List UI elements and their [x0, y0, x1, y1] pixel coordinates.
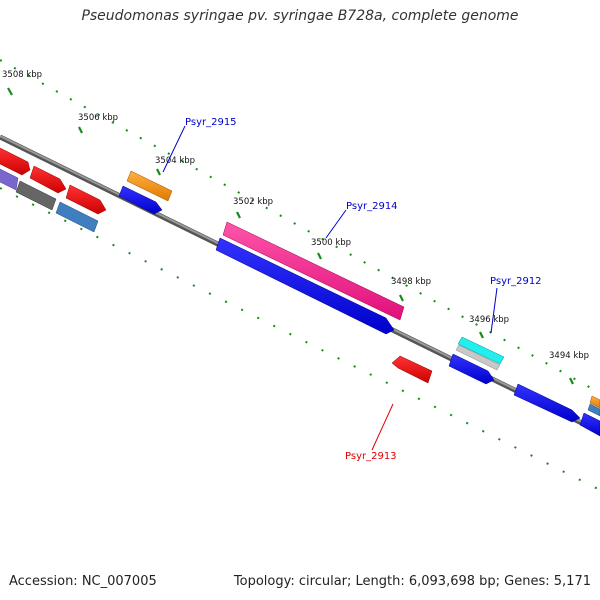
accession-text: Accession: NC_007005: [9, 574, 157, 589]
genome-summary-text: Topology: circular; Length: 6,093,698 bp…: [233, 574, 591, 589]
tick-label-3508: 3508 kbp: [2, 70, 42, 80]
gene-orange-right-edge[interactable]: [589, 395, 600, 409]
inner-tick-track: [0, 187, 600, 491]
gene-red-left-3[interactable]: [65, 184, 107, 215]
tick-label-3504: 3504 kbp: [155, 156, 195, 166]
gene-silver-under-2912[interactable]: [455, 344, 501, 371]
leader-psyr-2915: [162, 125, 186, 173]
gene-psyr-2914[interactable]: [222, 221, 405, 321]
gene-red-left-2[interactable]: [29, 165, 67, 194]
gene-blue-under-2915[interactable]: [118, 185, 163, 215]
gene-blue-right-edge[interactable]: [579, 412, 600, 437]
tick-label-3502: 3502 kbp: [233, 197, 273, 207]
gene-purple-left[interactable]: [0, 168, 19, 191]
major-ticks: [7, 87, 574, 385]
gene-steel-right-edge[interactable]: [587, 403, 600, 417]
tick-label-3506: 3506 kbp: [78, 113, 118, 123]
tick-label-3496: 3496 kbp: [469, 315, 509, 325]
gene-psyr-2915[interactable]: [126, 170, 173, 202]
gene-steel-left[interactable]: [55, 201, 99, 233]
tick-label-3500: 3500 kbp: [311, 238, 351, 248]
leader-psyr-2913: [371, 403, 394, 451]
label-psyr-2912[interactable]: Psyr_2912: [490, 276, 542, 287]
leader-psyr-2914: [325, 209, 347, 239]
gene-psyr-2913[interactable]: [391, 355, 433, 384]
label-psyr-2915[interactable]: Psyr_2915: [185, 117, 237, 128]
gene-psyr-2912[interactable]: [457, 336, 505, 365]
label-psyr-2913[interactable]: Psyr_2913: [345, 451, 397, 462]
gene-blue-right-1[interactable]: [448, 353, 495, 385]
map-title: Pseudomonas syringae pv. syringae B728a,…: [81, 8, 519, 24]
gene-gray-left[interactable]: [15, 180, 57, 211]
leader-psyr-2912: [490, 287, 498, 334]
gene-blue-right-2[interactable]: [513, 383, 581, 423]
gene-red-left-1[interactable]: [0, 147, 31, 176]
tick-label-3498: 3498 kbp: [391, 277, 431, 287]
label-psyr-2914[interactable]: Psyr_2914: [346, 201, 398, 212]
tick-label-3494: 3494 kbp: [549, 351, 589, 361]
gene-blue-long[interactable]: [215, 237, 395, 335]
